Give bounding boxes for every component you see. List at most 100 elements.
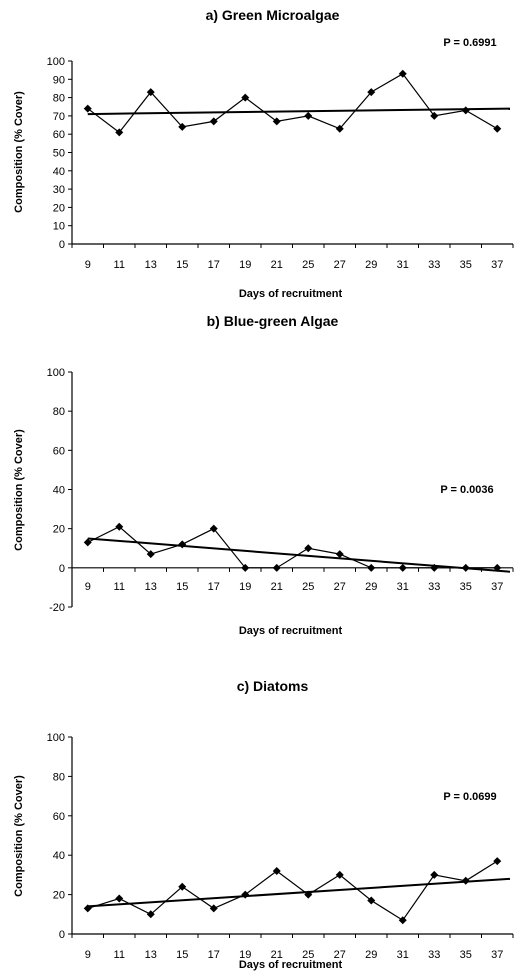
x-tick-label: 37 bbox=[491, 259, 503, 271]
data-point bbox=[461, 106, 470, 115]
x-tick-label: 9 bbox=[85, 949, 91, 961]
data-point bbox=[83, 538, 92, 547]
x-tick-label: 25 bbox=[302, 581, 314, 593]
x-tick-label: 17 bbox=[208, 259, 220, 271]
x-tick-label: 9 bbox=[85, 581, 91, 593]
x-tick-label: 13 bbox=[145, 581, 157, 593]
data-point bbox=[304, 544, 313, 553]
y-tick-label: 30 bbox=[53, 184, 65, 196]
chart-panel-2: c) Diatoms 0 20 40 60 80 100 9 11 13 15 17 19 21 25 27 2… bbox=[13, 678, 514, 971]
data-point bbox=[304, 111, 313, 120]
x-tick-label: 21 bbox=[271, 949, 283, 961]
y-tick-label: 80 bbox=[53, 406, 65, 418]
x-tick-label: 11 bbox=[114, 581, 125, 593]
x-tick-label: 33 bbox=[428, 949, 440, 961]
x-tick-label: 29 bbox=[365, 581, 377, 593]
y-tick-label: 100 bbox=[47, 732, 65, 744]
y-tick-label: 20 bbox=[53, 202, 65, 214]
data-point bbox=[209, 524, 218, 533]
y-tick-label: 60 bbox=[53, 445, 65, 457]
y-tick-label: 90 bbox=[53, 74, 65, 86]
data-point bbox=[178, 540, 187, 549]
data-point bbox=[367, 88, 376, 97]
data-point bbox=[461, 563, 470, 572]
x-tick-label: 37 bbox=[491, 581, 503, 593]
p-value-label: P = 0.6991 bbox=[443, 37, 496, 49]
y-tick-label: 40 bbox=[53, 166, 65, 178]
data-point bbox=[493, 124, 502, 133]
trend-line bbox=[87, 107, 511, 116]
series-line bbox=[87, 860, 498, 922]
y-tick-label: 100 bbox=[47, 367, 65, 379]
data-point bbox=[335, 550, 344, 559]
chart-title: c) Diatoms bbox=[237, 678, 309, 694]
data-point bbox=[83, 104, 92, 113]
data-point bbox=[335, 124, 344, 133]
x-tick-label: 35 bbox=[460, 259, 472, 271]
x-tick-label: 13 bbox=[145, 949, 157, 961]
y-tick-label: 0 bbox=[59, 239, 65, 251]
data-point bbox=[146, 550, 155, 559]
data-point bbox=[241, 93, 250, 102]
data-point bbox=[241, 890, 250, 899]
trend-line bbox=[87, 537, 511, 573]
data-point bbox=[209, 117, 218, 126]
x-tick-label: 25 bbox=[302, 949, 314, 961]
x-tick-label: 35 bbox=[460, 581, 472, 593]
y-tick-label: 10 bbox=[53, 221, 65, 233]
y-tick-label: 40 bbox=[53, 850, 65, 862]
y-tick-label: 20 bbox=[53, 890, 65, 902]
p-value-label: P = 0.0699 bbox=[443, 791, 496, 803]
x-tick-label: 27 bbox=[334, 581, 346, 593]
data-point bbox=[461, 876, 470, 885]
chart-panel-0: a) Green Microalgae 0 10 20 30 40 50 60 70 80 90 10… bbox=[13, 7, 514, 300]
x-tick-label: 9 bbox=[85, 259, 91, 271]
chart-panel-1: b) Blue-green Algae -20 0 20 40 60 80 100 9 11 13 1… bbox=[13, 313, 514, 637]
chart-title: a) Green Microalgae bbox=[206, 7, 340, 23]
x-axis-title: Days of recruitment bbox=[239, 288, 343, 300]
x-tick-label: 31 bbox=[397, 581, 409, 593]
data-point bbox=[304, 890, 313, 899]
x-tick-label: 25 bbox=[302, 259, 314, 271]
data-point bbox=[272, 117, 281, 126]
data-point bbox=[398, 916, 407, 925]
x-tick-label: 33 bbox=[428, 259, 440, 271]
x-tick-label: 35 bbox=[460, 949, 472, 961]
data-point bbox=[115, 522, 124, 531]
data-point bbox=[115, 128, 124, 137]
x-tick-label: 31 bbox=[397, 949, 409, 961]
y-tick-label: 80 bbox=[53, 771, 65, 783]
x-tick-label: 29 bbox=[365, 949, 377, 961]
data-point bbox=[178, 882, 187, 891]
data-point bbox=[430, 111, 439, 120]
y-tick-label: 0 bbox=[59, 563, 65, 575]
y-tick-label: 80 bbox=[53, 93, 65, 105]
x-tick-label: 33 bbox=[428, 581, 440, 593]
y-tick-label: 60 bbox=[53, 129, 65, 141]
y-tick-label: 100 bbox=[47, 56, 65, 68]
data-point bbox=[430, 563, 439, 572]
x-tick-label: 15 bbox=[176, 581, 188, 593]
x-tick-label: 29 bbox=[365, 259, 377, 271]
chart-title: b) Blue-green Algae bbox=[207, 313, 339, 329]
y-tick-label: 0 bbox=[59, 929, 65, 941]
x-tick-label: 37 bbox=[491, 949, 503, 961]
y-tick-label: -20 bbox=[49, 602, 65, 614]
y-tick-label: 40 bbox=[53, 485, 65, 497]
x-axis-title: Days of recruitment bbox=[239, 959, 343, 971]
p-value-label: P = 0.0036 bbox=[440, 484, 493, 496]
x-tick-label: 15 bbox=[176, 259, 188, 271]
data-point bbox=[83, 904, 92, 913]
data-point bbox=[367, 563, 376, 572]
data-point bbox=[272, 563, 281, 572]
x-tick-label: 13 bbox=[145, 259, 157, 271]
data-point bbox=[115, 894, 124, 903]
y-axis-title: Composition (% Cover) bbox=[13, 429, 25, 551]
x-tick-label: 19 bbox=[239, 259, 251, 271]
y-axis-title: Composition (% Cover) bbox=[13, 775, 25, 897]
data-point bbox=[335, 870, 344, 879]
y-tick-label: 20 bbox=[53, 524, 65, 536]
x-tick-label: 11 bbox=[114, 259, 125, 271]
